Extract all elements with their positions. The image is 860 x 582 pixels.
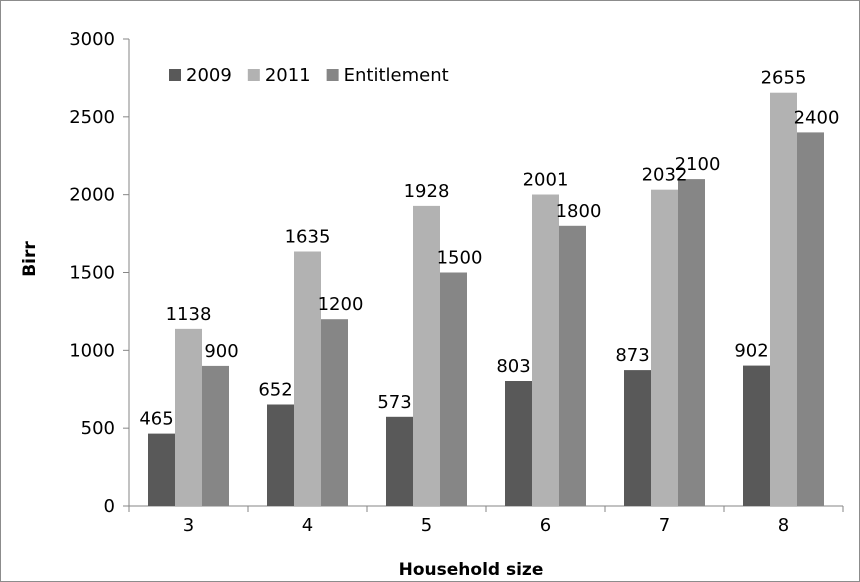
legend-label: 2009 xyxy=(186,65,232,86)
data-label: 900 xyxy=(204,341,238,362)
x-tick-label: 3 xyxy=(183,515,194,536)
y-axis: 0 500 1000 1500 2000 2500 3000 xyxy=(69,29,130,517)
data-label: 465 xyxy=(139,409,173,430)
y-tick-label: 1500 xyxy=(69,263,115,284)
bar-2009-3 xyxy=(148,433,175,506)
bar-2011-5 xyxy=(413,205,440,506)
data-label: 2100 xyxy=(675,154,721,175)
bar-2011-6 xyxy=(532,194,559,507)
data-label: 1138 xyxy=(166,304,212,325)
data-label: 902 xyxy=(734,341,768,362)
legend-swatch xyxy=(169,69,181,81)
data-label: 1800 xyxy=(556,201,602,222)
y-tick-label: 0 xyxy=(104,496,115,517)
y-tick-label: 2000 xyxy=(69,185,115,206)
bar-entitlement-6 xyxy=(559,225,586,507)
bar-2011-7 xyxy=(651,189,678,506)
data-label: 803 xyxy=(496,356,530,377)
bar-entitlement-8 xyxy=(797,132,824,506)
legend-label: 2011 xyxy=(265,65,311,86)
y-tick-label: 500 xyxy=(81,418,115,439)
data-label: 2655 xyxy=(761,68,807,89)
data-label: 652 xyxy=(258,380,292,401)
data-label: 2032 xyxy=(642,165,688,186)
x-axis: 3 4 5 6 7 8 xyxy=(128,505,844,536)
y-tick-label: 3000 xyxy=(69,29,115,50)
bars xyxy=(148,92,824,507)
bar-2009-5 xyxy=(386,416,413,506)
bar-entitlement-3 xyxy=(202,365,229,506)
data-label: 1500 xyxy=(437,248,483,269)
legend-swatch xyxy=(326,69,339,81)
data-labels: 465 1138 900 652 1635 1200 573 1928 1500 803 2001 1… xyxy=(139,68,839,430)
bar-entitlement-7 xyxy=(678,179,705,506)
data-label: 873 xyxy=(615,345,649,366)
x-tick-label: 6 xyxy=(540,515,551,536)
bar-2011-4 xyxy=(294,251,321,506)
bar-2009-8 xyxy=(743,365,770,506)
data-label: 2400 xyxy=(794,107,840,128)
bar-2009-4 xyxy=(267,404,294,506)
x-tick-label: 4 xyxy=(302,515,313,536)
data-label: 2001 xyxy=(523,170,569,191)
x-axis-title: Household size xyxy=(399,560,544,580)
y-tick-label: 2500 xyxy=(69,107,115,128)
y-axis-title: Birr xyxy=(20,241,40,277)
x-tick-label: 7 xyxy=(659,515,670,536)
data-label: 573 xyxy=(377,392,411,413)
bar-entitlement-5 xyxy=(440,272,467,506)
bar-2011-8 xyxy=(770,92,797,506)
bar-2009-6 xyxy=(505,380,532,506)
x-tick-label: 8 xyxy=(778,515,789,536)
legend-swatch xyxy=(247,69,260,81)
y-tick-label: 1000 xyxy=(69,340,115,361)
data-label: 1635 xyxy=(285,226,331,247)
bar-2009-7 xyxy=(624,370,651,506)
x-tick-label: 5 xyxy=(421,515,432,536)
legend-label: Entitlement xyxy=(344,65,449,86)
legend: 2009 2011 Entitlement xyxy=(169,65,449,86)
bar-entitlement-4 xyxy=(321,319,348,506)
data-label: 1200 xyxy=(318,294,364,315)
data-label: 1928 xyxy=(404,181,450,202)
bar-2011-3 xyxy=(175,328,202,506)
